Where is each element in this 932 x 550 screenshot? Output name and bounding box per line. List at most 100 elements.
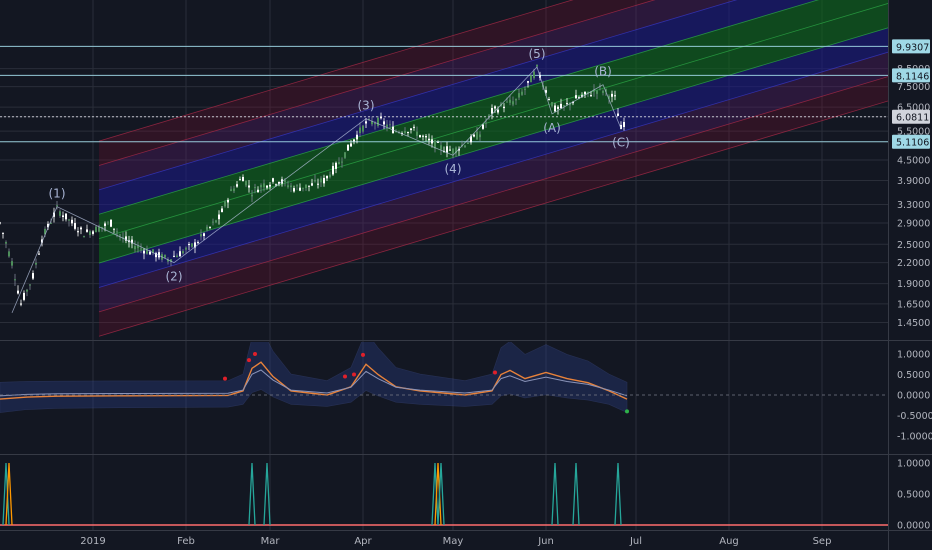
price-level-tag-label: 6.0811 <box>896 113 929 124</box>
candle-body <box>32 273 34 279</box>
price-tick-label: 4.5000 <box>897 155 930 166</box>
channel-line <box>98 3 888 240</box>
candle-body <box>332 166 334 175</box>
candle-body <box>260 185 262 188</box>
candle-body <box>494 106 496 109</box>
price-level-tag-label: 9.9307 <box>896 42 929 53</box>
candle-body <box>254 187 256 189</box>
time-tick-label: 2019 <box>80 536 105 547</box>
candle-body <box>317 183 319 185</box>
candle-body <box>23 292 25 300</box>
candle-body <box>251 194 253 197</box>
channel-line <box>98 76 888 313</box>
candle-body <box>215 220 217 223</box>
price-level-tag <box>892 39 930 54</box>
candle-body <box>218 214 220 220</box>
oscillator-tick-label: -1.0000 <box>897 432 932 443</box>
candle-body <box>467 142 469 144</box>
candle-body <box>17 290 19 294</box>
candle-body <box>530 75 532 83</box>
candle-body <box>599 85 601 87</box>
oscillator-tick-label: 0.5000 <box>897 370 930 381</box>
signal-spike <box>551 462 559 526</box>
candle-body <box>416 131 418 136</box>
candle-body <box>611 93 613 97</box>
candle-body <box>587 91 589 94</box>
candle-body <box>359 127 361 134</box>
wave-label: (C) <box>612 136 630 150</box>
candle-body <box>74 223 76 229</box>
candle-body <box>608 95 610 99</box>
price-axis[interactable]: 9.93078.50008.11467.50006.50006.08115.50… <box>892 39 932 532</box>
price-level-tag-label: 8.1146 <box>896 71 929 82</box>
candle-body <box>458 148 460 151</box>
candle-body <box>449 149 451 151</box>
price-tick-label: 1.6500 <box>897 299 930 310</box>
candle-body <box>578 97 580 99</box>
candle-body <box>404 130 406 134</box>
sell-marker <box>247 358 251 363</box>
candle-body <box>143 250 145 254</box>
candle-body <box>293 188 295 192</box>
candle-body <box>302 187 304 189</box>
candle-body <box>551 102 553 107</box>
signal-tick-label: 0.0000 <box>897 521 930 532</box>
candle-body <box>29 284 31 286</box>
price-tick-label: 5.5000 <box>897 127 930 138</box>
wave-label: (3) <box>358 99 375 113</box>
candle-body <box>278 181 280 184</box>
candle-body <box>0 222 1 224</box>
candle-body <box>26 289 28 292</box>
candle-body <box>347 144 349 151</box>
candle-body <box>605 89 607 92</box>
time-tick-label: Feb <box>177 536 195 547</box>
channel-line <box>98 0 574 142</box>
candle-body <box>272 178 274 182</box>
sell-marker <box>253 352 257 356</box>
candle-body <box>488 114 490 116</box>
signal-spike <box>5 462 13 526</box>
candle-body <box>524 88 526 90</box>
signal-spike <box>248 462 256 526</box>
candle-body <box>623 122 625 127</box>
candle-body <box>365 121 367 124</box>
candle-body <box>173 255 175 257</box>
candle-body <box>83 236 85 238</box>
time-tick-label: Mar <box>261 536 281 547</box>
candle-body <box>434 140 436 149</box>
price-tick-label: 3.3000 <box>897 200 930 211</box>
candle-body <box>521 91 523 95</box>
candle-body <box>284 180 286 183</box>
channel-line <box>98 100 888 337</box>
candle-body <box>485 122 487 124</box>
channel-band <box>99 27 888 288</box>
candle-body <box>275 184 277 186</box>
candle-body <box>311 183 313 186</box>
oscillator-tick-label: 1.0000 <box>897 350 930 361</box>
candle-body <box>65 213 67 220</box>
time-tick-label: Sep <box>813 536 832 547</box>
price-level-tag <box>892 109 930 124</box>
candle-body <box>248 185 250 188</box>
candle-body <box>203 233 205 236</box>
candle-body <box>92 231 94 234</box>
candle-body <box>596 90 598 94</box>
candle-body <box>464 145 466 148</box>
candle-body <box>503 106 505 109</box>
candle-body <box>389 124 391 126</box>
candle-body <box>152 249 154 254</box>
time-tick-label: May <box>443 536 464 547</box>
candle-body <box>191 243 193 247</box>
candle-body <box>2 232 4 234</box>
wave-label: (A) <box>543 121 561 135</box>
candle-body <box>620 124 622 129</box>
candle-body <box>329 174 331 178</box>
candle-body <box>101 226 103 228</box>
candle-body <box>182 251 184 254</box>
candle-body <box>140 248 142 250</box>
candle-body <box>320 178 322 183</box>
candle-body <box>224 201 226 207</box>
time-axis[interactable]: 2019 Feb Mar Apr May Jun Jul Aug Sep <box>80 536 831 547</box>
candle-body <box>266 185 268 188</box>
